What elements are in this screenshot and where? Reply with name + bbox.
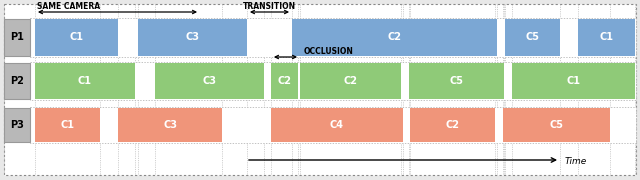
Bar <box>30 18 636 57</box>
Text: C2: C2 <box>387 33 401 42</box>
Bar <box>4 63 30 99</box>
Bar <box>35 108 100 142</box>
Text: C5: C5 <box>550 120 563 130</box>
Text: P3: P3 <box>10 120 24 130</box>
Text: C5: C5 <box>525 33 540 42</box>
Bar <box>292 19 497 56</box>
Bar <box>410 108 495 142</box>
Text: P1: P1 <box>10 33 24 42</box>
Bar <box>505 19 560 56</box>
Text: C4: C4 <box>330 120 344 130</box>
Bar <box>4 19 30 56</box>
Bar <box>300 63 401 99</box>
Bar <box>30 107 636 143</box>
Text: C2: C2 <box>278 76 291 86</box>
Text: C1: C1 <box>70 33 83 42</box>
Text: C2: C2 <box>445 120 460 130</box>
Bar <box>35 19 118 56</box>
Bar <box>35 63 135 99</box>
Bar <box>271 108 403 142</box>
Text: P2: P2 <box>10 76 24 86</box>
Text: C1: C1 <box>566 76 580 86</box>
Text: TRANSITION: TRANSITION <box>243 2 296 11</box>
Bar <box>271 63 298 99</box>
Text: C2: C2 <box>344 76 358 86</box>
Text: C1: C1 <box>61 120 74 130</box>
Bar <box>4 108 30 142</box>
Text: C3: C3 <box>186 33 200 42</box>
Text: Time: Time <box>565 156 588 165</box>
Bar <box>138 19 247 56</box>
Bar <box>512 63 635 99</box>
Text: C3: C3 <box>202 76 216 86</box>
Bar <box>578 19 635 56</box>
Bar <box>155 63 264 99</box>
Bar <box>409 63 504 99</box>
Text: SAME CAMERA: SAME CAMERA <box>37 2 100 11</box>
Text: OCCLUSION: OCCLUSION <box>304 47 354 56</box>
Bar <box>30 62 636 100</box>
Text: C1: C1 <box>600 33 614 42</box>
Text: C3: C3 <box>163 120 177 130</box>
Text: C1: C1 <box>78 76 92 86</box>
Text: C5: C5 <box>449 76 463 86</box>
Bar <box>503 108 610 142</box>
Bar <box>118 108 222 142</box>
